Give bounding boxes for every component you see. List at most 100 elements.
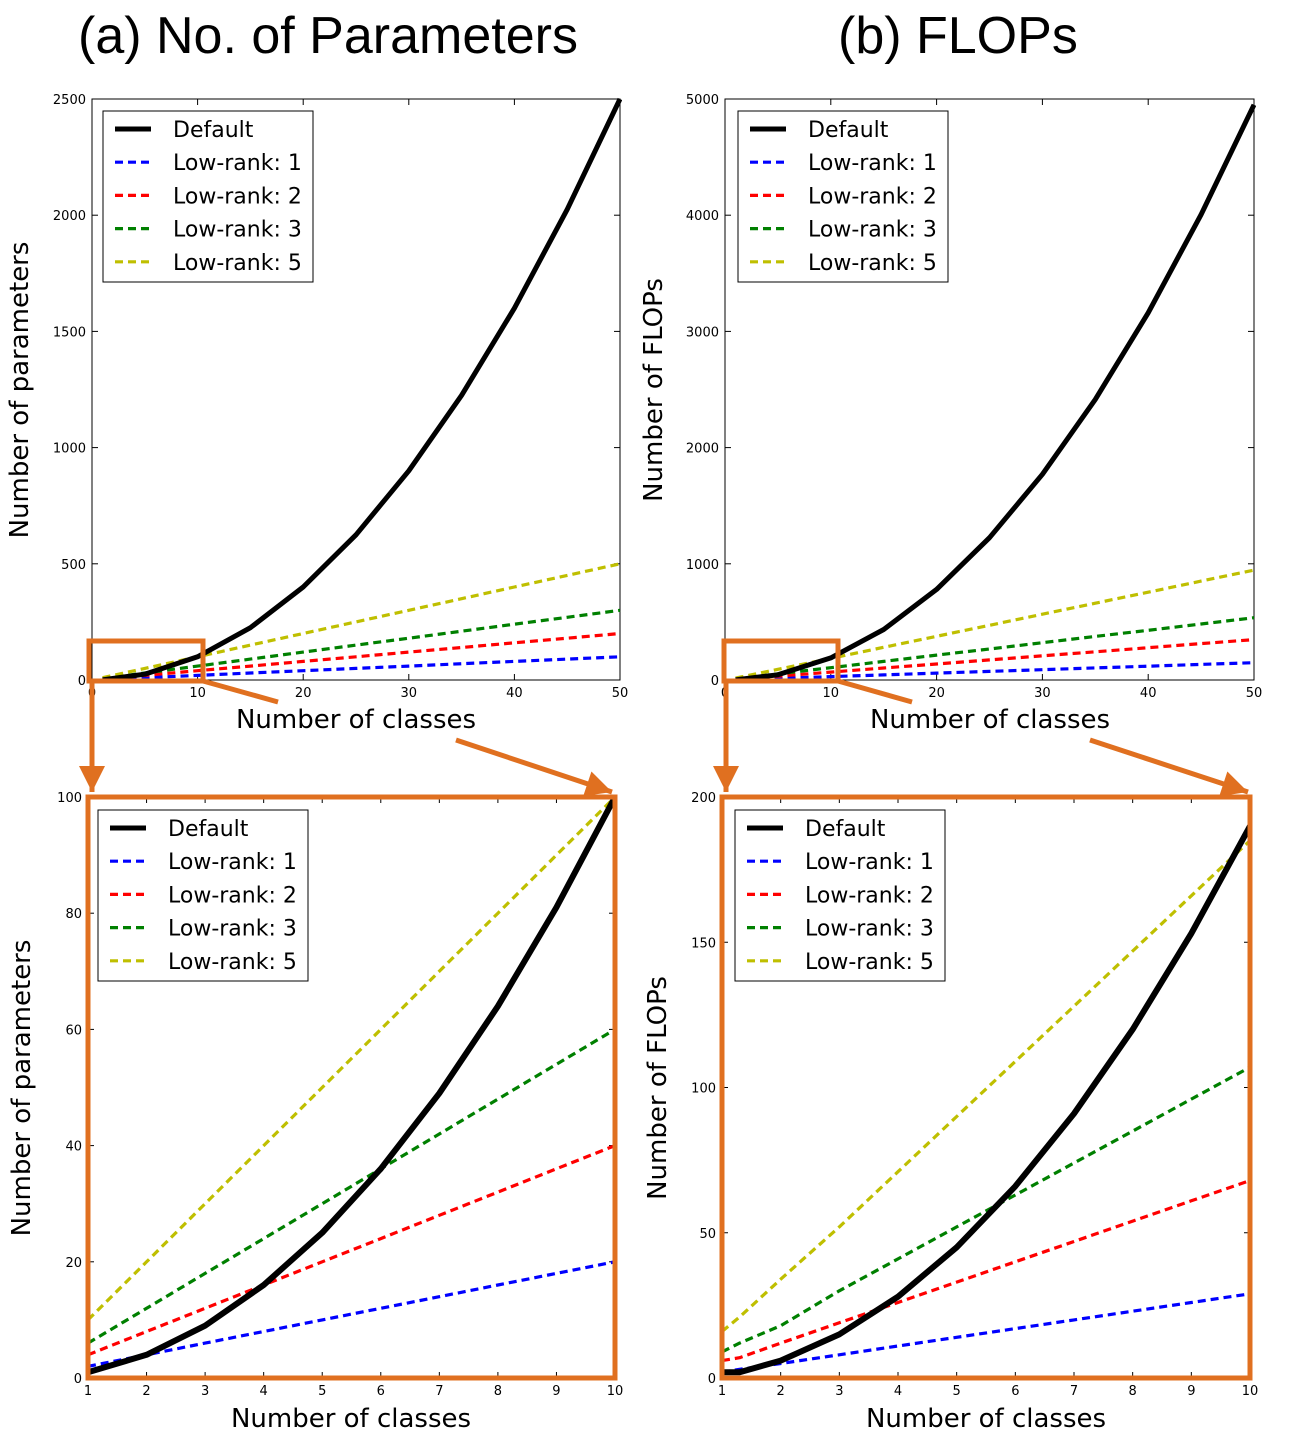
series-line-default	[735, 103, 1256, 680]
legend-label-lowrank5: Low-rank: 5	[805, 950, 934, 975]
x-tick-label: 20	[928, 686, 945, 701]
y-axis-label: Number of FLOPs	[639, 278, 669, 502]
legend-label-lowrank3: Low-rank: 3	[173, 218, 302, 243]
series-line-lowrank5	[722, 839, 1252, 1333]
x-tick-label: 8	[1129, 1384, 1137, 1399]
legend-box	[734, 809, 946, 982]
plot-frame	[724, 98, 1255, 681]
legend-label-default: Default	[808, 118, 889, 143]
y-tick-label: 150	[691, 936, 716, 951]
x-tick-label: 7	[435, 1384, 443, 1399]
legend-label-lowrank3: Low-rank: 3	[168, 917, 297, 942]
legend-label-lowrank3: Low-rank: 3	[808, 218, 937, 243]
x-axis-label: Number of classes	[866, 1404, 1106, 1434]
x-tick-label: 30	[1034, 686, 1051, 701]
legend-label-lowrank5: Low-rank: 5	[173, 251, 302, 276]
arrow-diag-params-shaft	[455, 737, 613, 795]
x-tick-label: 2	[777, 1384, 785, 1399]
y-tick-label: 20	[65, 1256, 82, 1271]
chart-flops-full: 01020304050010002000300040005000Number o…	[639, 93, 1262, 735]
connector-params	[202, 678, 279, 705]
y-tick-label: 0	[711, 674, 719, 689]
series-line-lowrank2	[88, 1144, 616, 1357]
legend-label-lowrank5: Low-rank: 5	[808, 251, 937, 276]
series-line-lowrank1	[735, 661, 1255, 680]
legend-label-lowrank3: Low-rank: 3	[805, 917, 934, 942]
zoom-box-params	[86, 638, 206, 684]
figure-title-b: (b) FLOPs	[838, 7, 1078, 65]
x-tick-label: 5	[953, 1384, 961, 1399]
x-tick-label: 10	[189, 686, 206, 701]
y-tick-label: 50	[699, 1227, 716, 1242]
zoom-box-flops	[721, 638, 841, 684]
x-tick-label: 9	[552, 1384, 560, 1399]
arrow-down-flops-head	[713, 766, 739, 792]
y-tick-label: 0	[78, 674, 86, 689]
legend-label-lowrank2: Low-rank: 2	[808, 184, 937, 209]
y-tick-label: 100	[57, 791, 82, 806]
series-line-lowrank3	[102, 608, 621, 680]
x-tick-label: 3	[201, 1384, 209, 1399]
y-tick-label: 0	[74, 1372, 82, 1387]
x-tick-label: 1	[718, 1384, 726, 1399]
y-tick-label: 40	[65, 1140, 82, 1155]
y-tick-label: 1500	[53, 325, 86, 340]
arrow-diag-flops-shaft	[1089, 737, 1249, 795]
series-line-lowrank3	[735, 616, 1255, 680]
x-tick-label: 2	[142, 1384, 150, 1399]
x-tick-label: 40	[1140, 686, 1157, 701]
series-line-lowrank2	[722, 1178, 1251, 1363]
series-line-lowrank2	[735, 638, 1255, 680]
plot-frame	[91, 98, 621, 681]
x-tick-label: 10	[1242, 1384, 1259, 1399]
x-tick-label: 10	[823, 686, 840, 701]
legend-label-lowrank2: Low-rank: 2	[173, 184, 302, 209]
zoom-frame-flops	[719, 794, 1253, 1381]
legend: Default Low-rank: 1 Low-rank: 2 Low-rank: 3…	[102, 110, 314, 283]
zoom-annotations	[79, 638, 1253, 1381]
series-line-default	[88, 795, 617, 1376]
x-tick-label: 1	[84, 1384, 92, 1399]
legend-label-lowrank1: Low-rank: 1	[808, 151, 937, 176]
x-tick-label: 9	[1187, 1384, 1195, 1399]
x-axis-label: Number of classes	[870, 705, 1110, 735]
x-tick-label: 4	[260, 1384, 268, 1399]
figure-title-a: (a) No. of Parameters	[78, 7, 578, 65]
charts-layer: 0102030405005001000150020002500Number of…	[5, 93, 1262, 1434]
legend: Default Low-rank: 1 Low-rank: 2 Low-rank: 3…	[734, 809, 946, 982]
series-line-lowrank3	[88, 1028, 616, 1345]
legend-label-lowrank1: Low-rank: 1	[173, 151, 302, 176]
x-tick-label: 6	[377, 1384, 385, 1399]
x-tick-label: 4	[894, 1384, 902, 1399]
legend: Default Low-rank: 1 Low-rank: 2 Low-rank: 3…	[737, 110, 949, 283]
legend-box	[102, 110, 314, 283]
y-tick-label: 2500	[53, 93, 86, 108]
x-tick-label: 40	[506, 686, 523, 701]
legend-label-lowrank2: Low-rank: 2	[805, 883, 934, 908]
chart-params-full: 0102030405005001000150020002500Number of…	[5, 93, 628, 735]
y-axis-label: Number of parameters	[5, 242, 35, 539]
x-tick-label: 10	[607, 1384, 624, 1399]
y-tick-label: 1000	[686, 558, 719, 573]
x-tick-label: 30	[401, 686, 418, 701]
connector-flops	[837, 678, 913, 705]
arrow-down-params-head	[79, 766, 105, 792]
x-tick-label: 50	[1246, 686, 1263, 701]
series-line-lowrank3	[722, 1065, 1251, 1354]
series-line-lowrank1	[88, 1260, 616, 1368]
arrow-diag-params-head	[583, 771, 612, 797]
x-axis-label: Number of classes	[236, 705, 476, 735]
x-tick-label: 5	[318, 1384, 326, 1399]
series-line-lowrank1	[102, 655, 621, 680]
y-tick-label: 80	[65, 907, 82, 922]
legend-label-lowrank1: Low-rank: 1	[805, 850, 934, 875]
y-tick-label: 60	[65, 1023, 82, 1038]
series-line-default	[722, 824, 1252, 1376]
zoom-frame-params	[85, 794, 618, 1381]
y-tick-label: 3000	[686, 325, 719, 340]
legend-box	[97, 809, 309, 982]
y-tick-label: 2000	[53, 209, 86, 224]
